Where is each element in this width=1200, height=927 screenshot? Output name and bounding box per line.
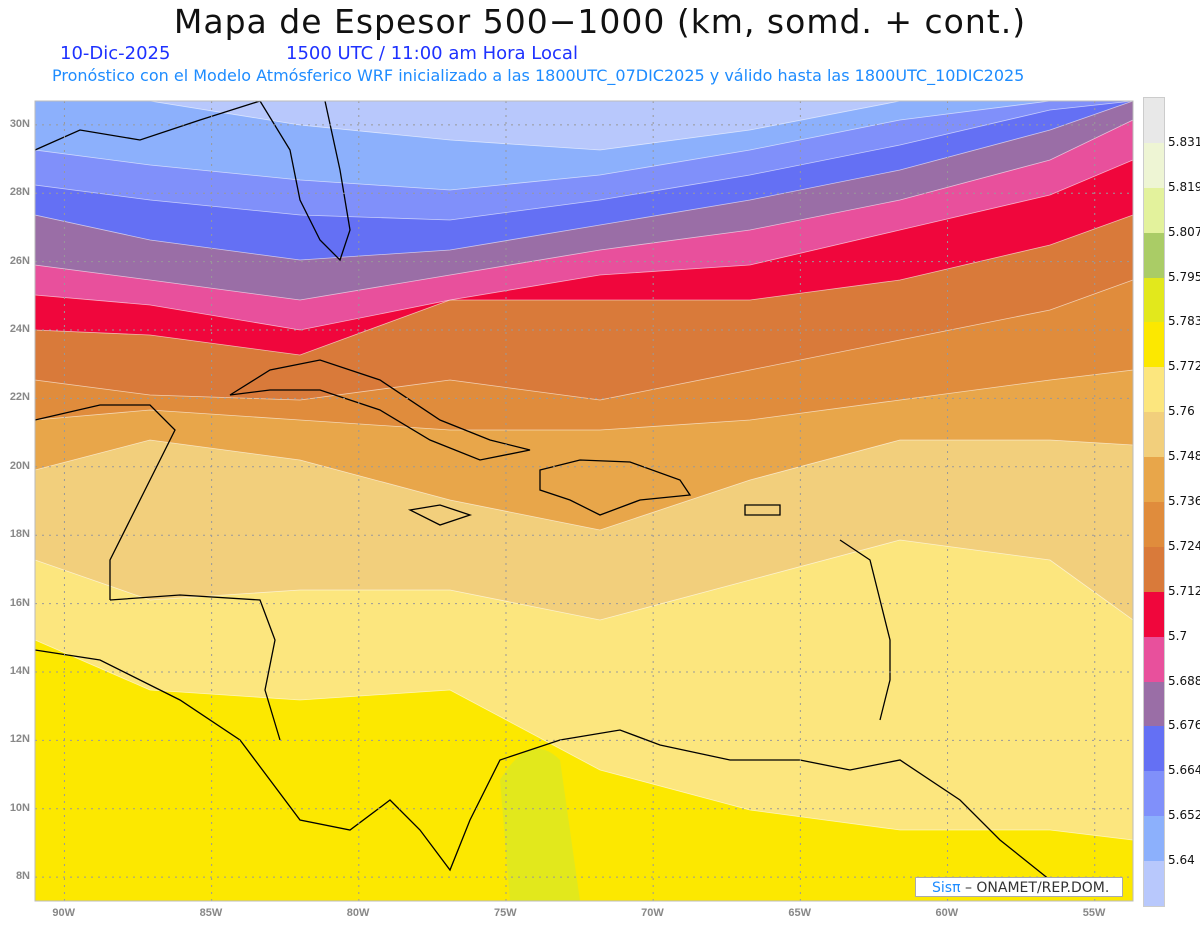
colorbar-swatch bbox=[1144, 322, 1164, 368]
coastline-central-america bbox=[34, 649, 1051, 881]
coastline-honduras bbox=[109, 594, 281, 741]
coastline-florida bbox=[259, 100, 351, 262]
colorbar-swatch bbox=[1144, 591, 1164, 638]
thickness-bands bbox=[34, 100, 1134, 901]
colorbar-label: 5.819 bbox=[1168, 179, 1200, 194]
colorbar-swatch bbox=[1144, 816, 1164, 862]
map-title: Mapa de Espesor 500−1000 (km, somd. + co… bbox=[173, 2, 1027, 41]
colorbar-label: 5.831 bbox=[1168, 134, 1200, 149]
colorbar-swatch bbox=[1144, 412, 1164, 458]
lon-tick-label: 85W bbox=[199, 907, 223, 919]
coastline-jamaica bbox=[407, 504, 473, 526]
lat-tick-label: 20N bbox=[9, 459, 30, 472]
grid-lines bbox=[35, 101, 1133, 901]
lat-tick-label: 14N bbox=[9, 664, 30, 677]
lat-tick-label: 10N bbox=[9, 801, 30, 814]
lon-tick-label: 70W bbox=[641, 907, 664, 919]
forecast-date: 10-Dic-2025 bbox=[60, 43, 171, 64]
colorbar-swatch bbox=[1144, 142, 1164, 189]
model-subtitle: Pronóstico con el Modelo Atmósferico WRF… bbox=[52, 66, 1025, 85]
colorbar-swatch bbox=[1144, 546, 1164, 593]
colorbar-swatch bbox=[1144, 636, 1164, 683]
lon-tick-label: 60W bbox=[935, 907, 959, 919]
colorbar-swatch bbox=[1144, 98, 1164, 144]
colorbar-label: 5.772 bbox=[1168, 359, 1200, 374]
colorbar-label: 5.748 bbox=[1168, 449, 1200, 464]
lat-tick-label: 8N bbox=[15, 870, 30, 883]
colorbar-label: 5.736 bbox=[1168, 494, 1200, 508]
colorbar-label: 5.783 bbox=[1168, 314, 1200, 329]
colorbar-swatch bbox=[1144, 681, 1164, 727]
colorbar-swatch bbox=[1144, 457, 1164, 503]
credit-box: Sisπ – ONAMET/REP.DOM. bbox=[915, 877, 1123, 897]
colorbar-swatch bbox=[1144, 277, 1164, 323]
band-5.783-5.795 bbox=[500, 748, 580, 901]
colorbar-label: 5.795 bbox=[1168, 269, 1200, 284]
colorbar-label: 5.724 bbox=[1168, 538, 1200, 553]
lat-tick-label: 18N bbox=[9, 528, 30, 541]
lat-tick-label: 24N bbox=[9, 323, 30, 336]
lon-tick-label: 55W bbox=[1082, 907, 1106, 919]
coastline-gulf bbox=[34, 100, 261, 151]
lat-tick-label: 12N bbox=[9, 733, 30, 746]
coastlines bbox=[34, 100, 1051, 881]
colorbar-label: 5.664 bbox=[1168, 763, 1200, 778]
coastline-yucatan bbox=[34, 404, 176, 600]
colorbar-label: 5.76 bbox=[1168, 404, 1195, 419]
colorbar-swatch bbox=[1144, 861, 1164, 907]
colorbar bbox=[1143, 97, 1165, 907]
colorbar-swatch bbox=[1144, 232, 1164, 279]
lon-tick-label: 80W bbox=[346, 907, 370, 919]
map-frame bbox=[34, 100, 1134, 902]
lat-tick-label: 30N bbox=[9, 117, 30, 130]
coastline-hispaniola bbox=[539, 459, 692, 516]
colorbar-label: 5.676 bbox=[1168, 718, 1200, 733]
coastline-cuba bbox=[229, 359, 531, 461]
colorbar-label: 5.807 bbox=[1168, 224, 1200, 239]
colorbar-label: 5.688 bbox=[1168, 673, 1200, 688]
colorbar-label: 5.7 bbox=[1168, 628, 1188, 643]
lon-tick-label: 75W bbox=[493, 907, 517, 919]
colorbar-swatch bbox=[1144, 367, 1164, 413]
lat-tick-label: 28N bbox=[9, 186, 30, 199]
lon-tick-label: 90W bbox=[52, 907, 76, 919]
forecast-time: 1500 UTC / 11:00 am Hora Local bbox=[286, 43, 578, 64]
colorbar-label: 5.652 bbox=[1168, 808, 1200, 823]
colorbar-label: 5.64 bbox=[1168, 853, 1195, 868]
coastline-lesser-antilles bbox=[839, 539, 891, 721]
colorbar-swatch bbox=[1144, 771, 1164, 817]
credit-text: – ONAMET/REP.DOM. bbox=[960, 880, 1110, 896]
credit-brand: Sisπ bbox=[932, 880, 961, 896]
lat-tick-label: 26N bbox=[9, 254, 30, 267]
lon-tick-label: 65W bbox=[788, 907, 811, 919]
colorbar-label: 5.712 bbox=[1168, 583, 1200, 598]
colorbar-swatch bbox=[1144, 502, 1164, 548]
lat-tick-label: 16N bbox=[9, 596, 30, 609]
colorbar-swatch bbox=[1144, 726, 1164, 772]
lat-tick-label: 22N bbox=[9, 391, 30, 404]
colorbar-swatch bbox=[1144, 187, 1164, 234]
coastline-puerto-rico bbox=[744, 504, 781, 516]
